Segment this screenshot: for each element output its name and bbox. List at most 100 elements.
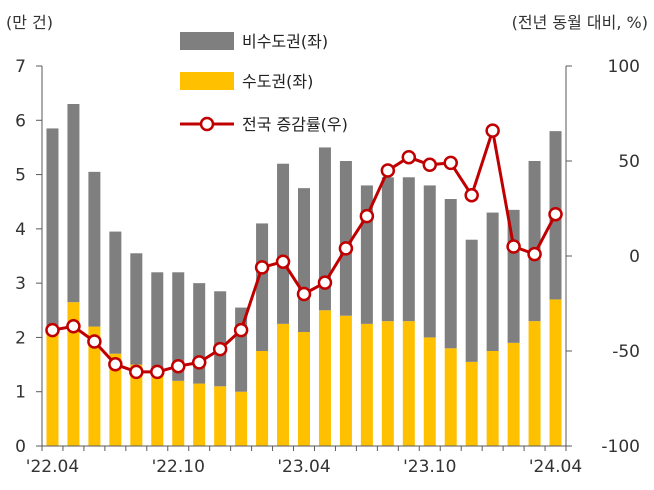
growth-line	[45, 123, 563, 380]
bar-capital	[193, 383, 206, 446]
bar-capital	[402, 321, 415, 446]
bar-capital	[549, 299, 562, 446]
bar-capital	[465, 361, 478, 446]
growth-point	[170, 358, 186, 374]
bar-non-capital	[486, 212, 499, 351]
bar-capital	[528, 321, 541, 446]
bar-non-capital	[151, 272, 164, 376]
left-tick-label: 7	[15, 57, 26, 77]
growth-point	[422, 157, 438, 173]
growth-point	[296, 286, 312, 302]
growth-point	[87, 334, 102, 349]
bar-non-capital	[507, 209, 520, 343]
legend-label-non-capital: 비수도권(좌)	[242, 32, 328, 51]
bar-capital	[67, 302, 80, 446]
bar-capital	[46, 332, 59, 446]
legend: 비수도권(좌) 수도권(좌) 전국 증감률(우)	[180, 32, 348, 134]
growth-point	[464, 187, 479, 203]
bar-non-capital	[423, 185, 436, 338]
bar-non-capital	[528, 161, 541, 322]
bar-capital	[214, 386, 227, 446]
growth-point	[317, 275, 333, 290]
bars	[46, 104, 562, 446]
growth-point	[150, 364, 165, 380]
left-tick-label: 2	[15, 328, 26, 348]
growth-point	[254, 260, 270, 275]
legend-marker-nationwide	[199, 116, 215, 132]
x-tick-label: '22.04	[26, 457, 79, 477]
bar-capital	[256, 351, 269, 446]
growth-point	[108, 357, 123, 372]
growth-point	[275, 254, 291, 269]
growth-point	[527, 246, 542, 262]
legend-swatch-capital	[180, 72, 234, 90]
bar-non-capital	[46, 128, 59, 332]
bar-capital	[339, 315, 352, 446]
bar-non-capital	[402, 177, 415, 322]
right-tick-label: 0	[629, 247, 640, 267]
right-tick-label: 100	[608, 57, 640, 77]
growth-point	[45, 322, 60, 338]
left-unit-label: (만 건)	[6, 13, 53, 32]
growth-point	[380, 163, 396, 178]
x-tick-label: '23.04	[277, 457, 330, 477]
right-tick-label: -50	[612, 342, 640, 362]
bar-capital	[88, 326, 101, 446]
legend-label-nationwide: 전국 증감률(우)	[242, 115, 348, 134]
growth-point	[359, 208, 375, 224]
bar-capital	[277, 323, 290, 446]
bar-capital	[381, 321, 394, 446]
bar-non-capital	[298, 188, 310, 332]
bar-non-capital	[172, 272, 185, 381]
tick-labels: 0 1 2 3 4 5 6 7 -100 -50 0 50 100 '22.04 '22.10 '23.04 '…	[15, 57, 640, 477]
bar-capital	[318, 310, 331, 446]
bar-capital	[507, 342, 520, 446]
right-unit-label: (전년 동월 대비, %)	[512, 13, 648, 32]
growth-point	[212, 341, 228, 357]
left-tick-label: 1	[15, 383, 26, 403]
bar-non-capital	[381, 177, 394, 322]
growth-point	[485, 123, 500, 138]
bar-non-capital	[256, 223, 269, 351]
bar-capital	[130, 364, 143, 446]
bar-capital	[109, 353, 122, 446]
left-tick-label: 0	[15, 437, 26, 457]
bar-non-capital	[130, 253, 143, 365]
x-tick-label: '23.10	[403, 457, 456, 477]
growth-point	[233, 322, 249, 338]
left-tick-label: 4	[15, 220, 26, 240]
growth-point	[338, 241, 354, 256]
growth-point	[506, 239, 521, 254]
legend-label-capital: 수도권(좌)	[242, 72, 313, 91]
bar-capital	[423, 337, 436, 446]
bar-capital	[444, 348, 457, 446]
bar-non-capital	[214, 291, 227, 387]
legend-swatch-non-capital	[180, 32, 234, 50]
bar-non-capital	[444, 199, 457, 349]
bar-capital	[151, 375, 164, 446]
bar-non-capital	[277, 163, 290, 324]
right-tick-label: 50	[618, 152, 640, 172]
bar-non-capital	[109, 231, 122, 354]
x-tick-label: '24.04	[529, 457, 582, 477]
left-tick-label: 3	[15, 274, 26, 294]
right-tick-label: -100	[601, 437, 640, 457]
growth-point	[191, 355, 207, 370]
growth-point	[129, 364, 144, 380]
bar-non-capital	[318, 147, 331, 311]
bar-capital	[360, 323, 373, 446]
bar-non-capital	[67, 104, 80, 303]
axes	[36, 65, 572, 451]
bar-capital	[298, 332, 310, 446]
left-tick-label: 6	[15, 111, 26, 131]
left-tick-label: 5	[15, 166, 26, 186]
growth-point	[443, 155, 458, 171]
bar-capital	[486, 351, 499, 446]
growth-point	[66, 319, 81, 334]
x-tick-label: '22.10	[152, 457, 205, 477]
bar-non-capital	[465, 239, 478, 362]
growth-point	[401, 149, 417, 165]
bar-capital	[172, 380, 185, 446]
bar-capital	[235, 391, 248, 446]
